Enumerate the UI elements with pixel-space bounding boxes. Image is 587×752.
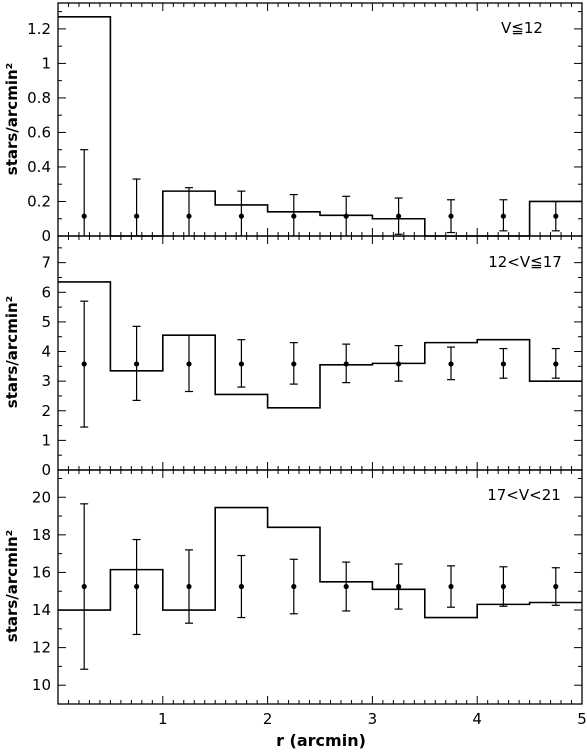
histogram-steps-middle (58, 281, 582, 409)
panel-label-bottom: 17<V<21 (487, 486, 561, 504)
y-tick-label-bottom: 14 (32, 601, 51, 619)
x-tick-label: 5 (577, 710, 587, 728)
y-tick-label-bottom: 12 (32, 639, 51, 657)
data-point-bottom (553, 583, 559, 590)
data-point-top (81, 213, 87, 219)
y-tick-label-top: 0.8 (27, 89, 51, 107)
y-tick-label-middle: 3 (41, 372, 51, 390)
data-point-middle (448, 361, 454, 367)
x-tick-label: 2 (263, 710, 273, 728)
y-tick-label-top: 0.6 (27, 123, 51, 141)
data-point-top (448, 213, 454, 219)
data-point-bottom (81, 583, 87, 590)
data-point-bottom (343, 583, 349, 590)
data-point-top (238, 213, 244, 219)
data-point-middle (343, 361, 349, 367)
y-tick-label-bottom: 18 (32, 526, 51, 544)
data-point-bottom (291, 583, 297, 590)
y-tick-label-middle: 5 (41, 313, 51, 331)
data-point-bottom (238, 583, 244, 590)
data-point-middle (553, 361, 559, 367)
data-point-middle (238, 361, 244, 367)
y-tick-label-bottom: 20 (32, 488, 51, 506)
y-tick-label-top: 0 (41, 227, 51, 245)
y-tick-label-middle: 6 (41, 283, 51, 301)
data-point-bottom (134, 583, 140, 590)
data-point-middle (500, 361, 506, 367)
x-tick-label: 3 (368, 710, 378, 728)
y-tick-label-middle: 0 (41, 461, 51, 479)
y-axis-label-middle: stars/arcmin² (3, 296, 21, 408)
data-point-bottom (186, 583, 192, 590)
x-axis-label: r (arcmin) (276, 731, 366, 750)
y-tick-label-bottom: 10 (32, 676, 51, 694)
y-tick-label-top: 0.4 (27, 158, 51, 176)
data-point-middle (134, 361, 140, 367)
data-point-middle (81, 361, 87, 367)
data-point-middle (186, 361, 192, 367)
y-tick-label-top: 1 (41, 54, 51, 72)
y-tick-label-top: 1.2 (27, 20, 51, 38)
x-tick-label: 4 (472, 710, 482, 728)
data-point-top (343, 213, 349, 219)
y-tick-label-middle: 2 (41, 402, 51, 420)
data-point-top (553, 213, 559, 219)
data-point-middle (396, 361, 402, 367)
data-point-top (500, 213, 506, 219)
data-point-bottom (396, 583, 402, 590)
y-tick-label-bottom: 16 (32, 563, 51, 581)
data-point-bottom (448, 583, 454, 590)
histogram-steps-bottom (58, 506, 582, 619)
data-point-top (291, 213, 297, 219)
y-axis-label-top: stars/arcmin² (3, 63, 21, 175)
panel-label-top: V≦12 (501, 19, 543, 37)
panel-label-middle: 12<V≦17 (488, 253, 562, 271)
data-point-bottom (500, 583, 506, 590)
data-point-middle (291, 361, 297, 367)
data-point-top (186, 213, 192, 219)
y-tick-label-middle: 1 (41, 431, 51, 449)
panel-middle: 0 1 2 3 4 5 6 7 (41, 235, 583, 479)
y-tick-label-top: 0.2 (27, 192, 51, 210)
panel-top: 0 0.2 0.4 0.6 0.8 1 1.2 (27, 2, 583, 245)
y-tick-label-middle: 7 (41, 254, 51, 272)
y-tick-label-middle: 4 (41, 343, 51, 361)
data-point-top (396, 213, 402, 219)
data-point-top (134, 213, 140, 219)
y-axis-label-bottom: stars/arcmin² (3, 530, 21, 642)
x-tick-label: 1 (158, 710, 168, 728)
